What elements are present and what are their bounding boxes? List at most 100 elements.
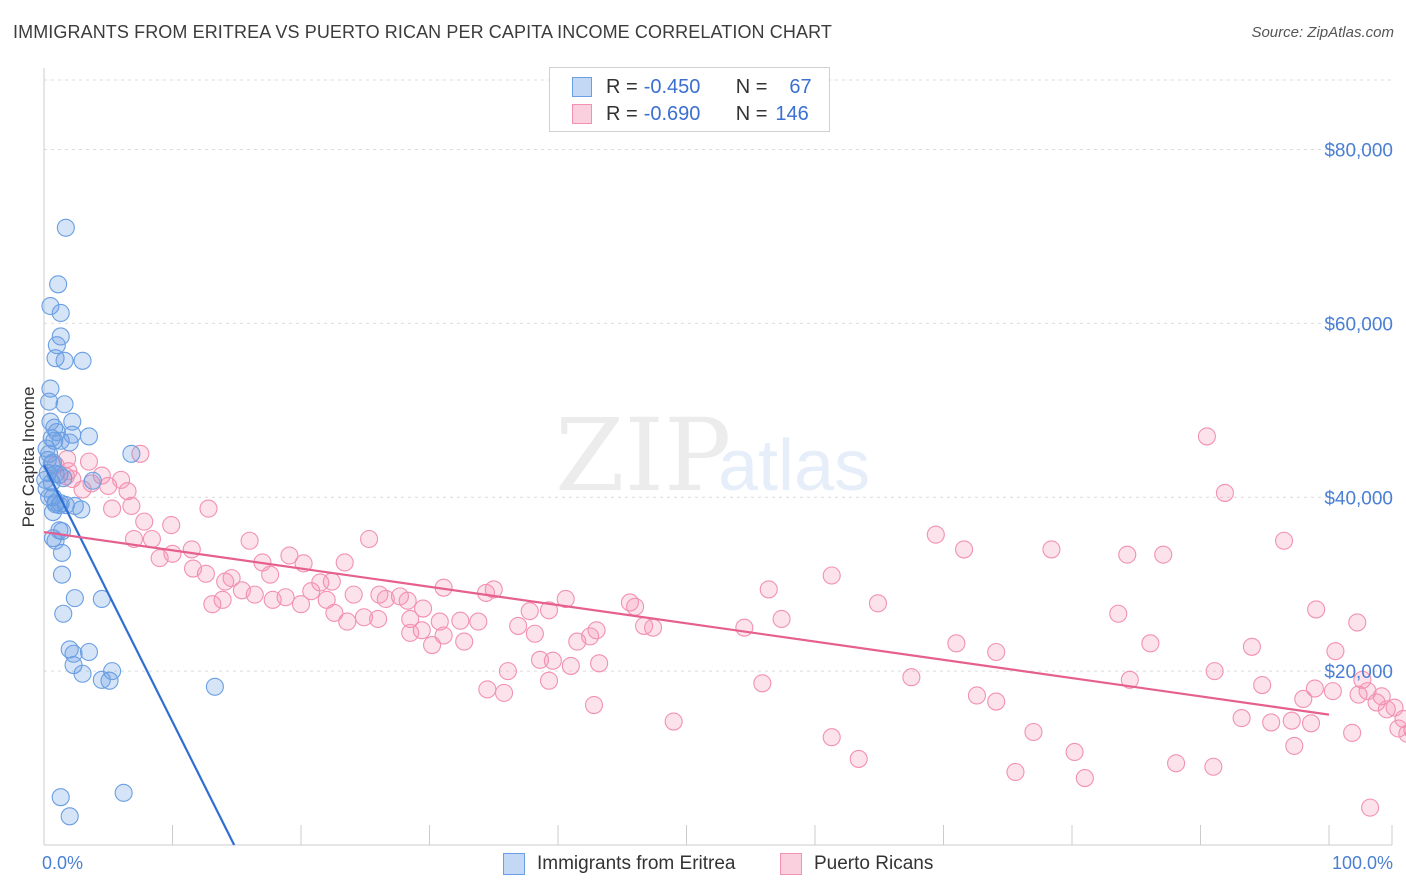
- correlation-legend: R = -0.450 N = 67 R = -0.690 N = 146: [549, 67, 830, 132]
- data-point: [451, 611, 470, 630]
- data-point: [498, 662, 517, 681]
- data-point: [1389, 719, 1406, 738]
- data-point: [40, 444, 59, 463]
- watermark: ZIP atlas: [555, 397, 870, 514]
- data-point: [568, 632, 587, 651]
- data-point: [947, 634, 966, 653]
- data-point: [414, 599, 433, 618]
- data-point: [1274, 531, 1294, 550]
- data-point: [1343, 723, 1362, 742]
- data-point: [455, 632, 474, 651]
- data-point: [369, 609, 388, 629]
- data-point: [92, 670, 111, 689]
- data-point: [1065, 742, 1084, 762]
- data-point: [1285, 736, 1304, 755]
- data-point: [543, 651, 562, 670]
- trend-lines: [43, 464, 1330, 846]
- data-point: [63, 412, 82, 431]
- data-point: [52, 543, 72, 562]
- data-point: [1141, 634, 1160, 653]
- data-point: [967, 686, 986, 705]
- data-point: [1006, 762, 1025, 782]
- data-point: [41, 296, 60, 316]
- data-point: [1282, 711, 1301, 730]
- data-point: [556, 589, 575, 609]
- data-point: [590, 654, 609, 673]
- chart-title: IMMIGRANTS FROM ERITREA VS PUERTO RICAN …: [13, 22, 832, 42]
- legend-n-label: N =: [735, 102, 768, 125]
- watermark-atlas: atlas: [718, 426, 870, 506]
- data-point: [1120, 670, 1139, 689]
- data-point: [73, 664, 92, 683]
- legend-r-value: -0.450: [643, 75, 701, 98]
- legend-swatch-puerto-ricans: [572, 104, 592, 124]
- data-point: [753, 674, 772, 693]
- legend-r-label: R =: [606, 102, 638, 125]
- data-point: [1232, 709, 1251, 728]
- data-point: [51, 327, 70, 346]
- data-point: [1118, 545, 1137, 564]
- data-point: [401, 609, 420, 629]
- series-eritrea-points: [36, 218, 224, 826]
- data-point: [52, 565, 72, 584]
- data-point: [72, 500, 91, 519]
- legend-n-label: N =: [735, 75, 768, 98]
- data-point: [51, 303, 70, 323]
- y-tick-label: $80,000: [1324, 141, 1393, 162]
- x-tick-label: 100.0%: [1332, 853, 1393, 873]
- data-point: [1262, 713, 1281, 732]
- data-point: [49, 275, 68, 294]
- source-label: Source: ZipAtlas.com: [1251, 24, 1394, 41]
- data-point: [73, 351, 92, 370]
- data-point: [322, 572, 341, 591]
- data-point: [40, 392, 59, 411]
- data-point: [354, 608, 374, 627]
- data-point: [520, 602, 539, 621]
- data-point: [398, 591, 417, 610]
- data-point: [1307, 600, 1326, 619]
- data-point: [635, 616, 654, 635]
- y-axis-label: Per Capita Income: [19, 387, 38, 528]
- data-point: [401, 623, 420, 642]
- data-point: [182, 540, 201, 559]
- data-point: [1361, 798, 1380, 817]
- legend-n-value: 146: [775, 102, 809, 125]
- data-point: [60, 433, 79, 452]
- data-point: [822, 728, 841, 747]
- data-point: [261, 565, 280, 584]
- data-point: [51, 431, 70, 450]
- data-point: [122, 496, 141, 516]
- data-point: [561, 656, 580, 675]
- data-point: [902, 668, 921, 687]
- data-point: [1242, 637, 1261, 656]
- bottom-legend-label-puerto-ricans: Puerto Ricans: [814, 853, 934, 874]
- data-point: [338, 612, 357, 631]
- data-point: [103, 499, 122, 518]
- data-point: [55, 351, 74, 370]
- data-point: [203, 595, 222, 614]
- data-point: [1301, 714, 1321, 733]
- data-point: [1305, 679, 1324, 698]
- legend-row-eritrea: R = -0.450 N = 67: [572, 74, 812, 100]
- y-tick-label: $20,000: [1324, 662, 1393, 683]
- data-point: [626, 597, 645, 616]
- legend-row-puerto-ricans: R = -0.690 N = 146: [572, 101, 809, 127]
- data-point: [584, 695, 604, 715]
- data-point: [376, 589, 395, 609]
- data-point: [162, 516, 181, 535]
- y-tick-label: $40,000: [1324, 488, 1393, 509]
- data-point: [1204, 757, 1223, 776]
- data-point: [79, 452, 99, 471]
- data-point: [1326, 642, 1345, 661]
- data-point: [302, 582, 321, 601]
- data-point: [245, 585, 264, 604]
- data-point: [99, 476, 118, 496]
- data-point: [100, 671, 119, 690]
- data-point: [263, 590, 282, 609]
- data-point: [987, 642, 1006, 662]
- data-point: [926, 525, 945, 544]
- data-point: [509, 616, 528, 635]
- data-point: [1205, 662, 1224, 681]
- tick-labels: $20,000 $40,000 $60,000 $80,000 0.0% 100.0%: [42, 141, 1393, 873]
